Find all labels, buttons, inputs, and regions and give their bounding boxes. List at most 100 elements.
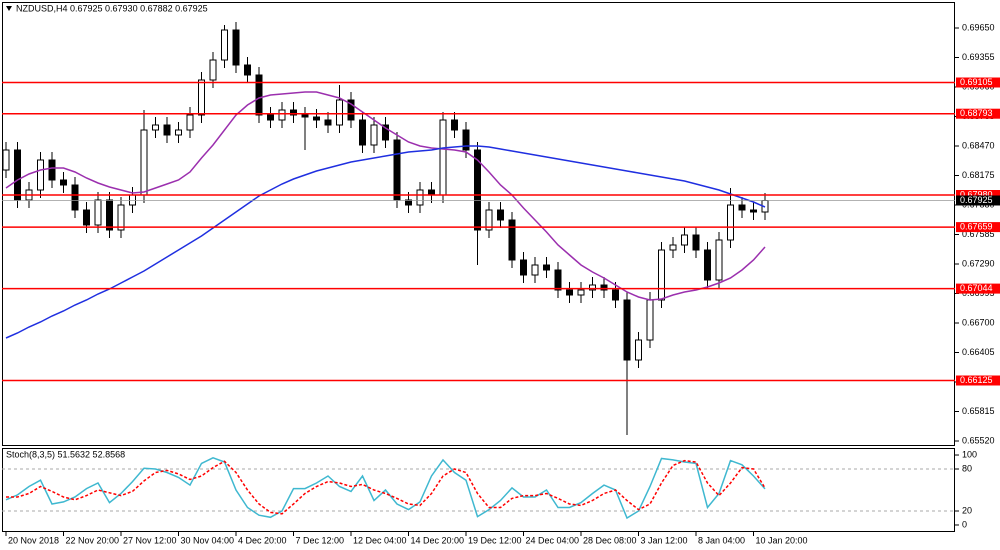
candle-body [2,149,10,171]
candle-body [37,159,44,191]
y-tick-label: 100 [962,449,977,459]
candle-body [635,339,642,361]
candle-body [221,29,228,61]
stoch-pane [2,448,955,532]
y-tick-label: 0.68470 [962,140,995,150]
candle-body [48,159,56,181]
x-tick-label: 24 Dec 04:00 [526,535,580,545]
level-label-box [956,77,1000,88]
y-tick-label: 0 [962,519,967,529]
main-pane [2,2,955,446]
x-tick-label: 19 Dec 12:00 [468,535,522,545]
candle-body [255,74,263,116]
candle-body [566,289,573,296]
candle-body [71,184,79,211]
y-tick-label: 0.69650 [962,22,995,32]
y-tick-label: 0.65520 [962,435,995,445]
candle-body [117,204,125,231]
candle-body [290,109,297,116]
candle-body [405,199,412,206]
candle-body [359,119,366,146]
candle-body [497,209,504,221]
last-price-label: 0.67925 [960,195,993,205]
candle-body [232,29,240,66]
candle-body [485,209,493,231]
pane-icon [6,6,12,11]
candle-body [681,234,688,246]
level-label-box [956,375,1000,386]
candle-body [531,264,539,276]
candle-body [727,204,734,241]
candle-body [324,119,332,126]
candle-body [370,124,378,146]
line-series [5,456,766,520]
x-tick-label: 30 Nov 04:00 [181,535,235,545]
x-tick-label: 28 Dec 08:00 [583,535,637,545]
y-tick-label: 0.65815 [962,406,995,416]
candle-body [278,109,286,121]
line-series [5,91,766,301]
line-series [5,145,766,339]
candle-body [577,289,585,296]
candle-body [94,199,102,226]
candle-body [14,149,21,201]
candle-body [715,239,723,281]
candle-body [129,194,136,206]
y-tick-label: 0.67585 [962,229,995,239]
candle-body [520,259,527,276]
candle-body [600,284,608,291]
x-tick-label: 20 Nov 2018 [8,535,59,545]
y-tick-label: 0.66405 [962,347,995,357]
candle-body [738,204,746,211]
x-tick-label: 12 Dec 04:00 [353,535,407,545]
candle-body [152,124,159,131]
x-tick-label: 22 Nov 20:00 [66,535,120,545]
level-label: 0.69105 [960,77,993,87]
candle-body [416,189,424,206]
candle-body [267,114,274,121]
candle-body [83,209,90,226]
level-label: 0.66125 [960,375,993,385]
level-label: 0.67044 [960,283,993,293]
candle-body [623,299,631,361]
candle-body [209,59,217,81]
candle-body [462,129,470,151]
y-tick-label: 0.69355 [962,52,995,62]
candle-body [347,99,355,121]
y-tick-label: 20 [962,505,972,515]
line-series [6,459,766,515]
candle-body [439,119,447,196]
candle-body [543,264,550,271]
chart-title: NZDUSD,H4 0.67925 0.67930 0.67882 0.6792… [16,3,208,13]
x-tick-label: 7 Dec 12:00 [296,535,345,545]
candle-body [60,179,67,186]
candle-body [646,299,654,341]
level-label: 0.67980 [960,189,993,199]
x-tick-label: 14 Dec 20:00 [411,535,465,545]
candle-body [140,129,148,196]
candle-body [692,234,700,251]
candle-body [393,139,401,201]
last-price-box [956,195,1000,206]
x-tick-label: 27 Nov 12:00 [123,535,177,545]
stoch-title: Stoch(8,3,5) 51.5632 52.8568 [6,449,125,459]
candle-body [750,209,757,213]
candle-body [382,124,389,141]
level-label-box [956,190,1000,200]
candle-body [451,119,458,131]
x-tick-label: 8 Jan 04:00 [698,535,745,545]
level-label-box [956,108,1000,119]
y-tick-label: 0.66700 [962,317,995,327]
candle-body [244,64,251,76]
candle-body [301,114,309,118]
y-tick-label: 0.68175 [962,170,995,180]
candle-body [704,249,711,281]
candle-body [336,99,343,126]
candle-body [669,244,677,251]
candle-body [554,269,562,291]
y-tick-label: 0.67290 [962,258,995,268]
x-tick-label: 3 Jan 12:00 [641,535,688,545]
x-tick-label: 4 Dec 20:00 [238,535,287,545]
